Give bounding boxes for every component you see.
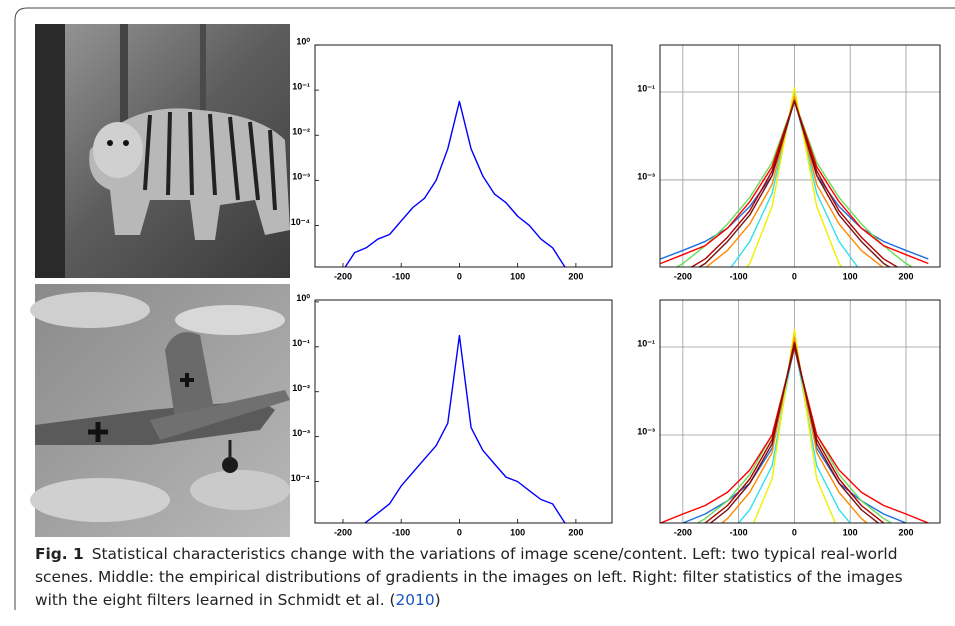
- axes-frame: [314, 44, 613, 268]
- x-tick-label: 100: [510, 527, 525, 537]
- y-tick-label: 10⁻¹: [292, 81, 310, 91]
- data-line: [709, 341, 880, 523]
- x-tick-label: 200: [898, 527, 913, 537]
- x-tick-label: 100: [843, 271, 858, 281]
- y-tick-label: 10⁻³: [292, 428, 310, 438]
- data-line: [703, 346, 886, 523]
- plot-area: [660, 328, 929, 523]
- tiger-image: [35, 24, 290, 278]
- x-tick-label: 100: [510, 271, 525, 281]
- y-tick-label: 10⁻²: [292, 383, 310, 393]
- chart: -200 -100 0 100 200 10⁰ 10⁻¹ 10⁻² 10⁻³ 10⁻⁴: [291, 293, 613, 537]
- x-tick-label: -200: [674, 527, 692, 537]
- x-tick-label: 200: [898, 271, 913, 281]
- citation-link[interactable]: 2010: [395, 591, 435, 609]
- y-tick-label: 10⁻²: [292, 127, 310, 137]
- plot-area: [660, 86, 929, 267]
- data-line: [752, 328, 837, 523]
- x-tick-label: 100: [843, 527, 858, 537]
- x-tick-label: -200: [674, 271, 692, 281]
- y-tick-label: 10⁻³: [292, 172, 310, 182]
- x-tick-label: -100: [730, 271, 748, 281]
- y-tick-label: 10⁰: [296, 36, 310, 46]
- caption-label: Fig. 1: [35, 545, 84, 563]
- axes-frame: [314, 299, 613, 524]
- x-tick-label: 0: [457, 271, 462, 281]
- airplane-image: [30, 284, 290, 537]
- x-tick-label: 0: [457, 527, 462, 537]
- data-line: [344, 100, 566, 267]
- figure-border: [14, 7, 955, 610]
- x-tick-label: -100: [392, 271, 410, 281]
- y-tick-label: 10⁻¹: [637, 338, 655, 348]
- x-tick-label: 0: [792, 271, 797, 281]
- x-tick-label: -100: [392, 527, 410, 537]
- chart: -200 -100 0 100 200 10⁻¹ 10⁻³: [637, 299, 941, 537]
- y-tick-label: 10⁻¹: [637, 83, 655, 93]
- x-tick-label: -100: [730, 527, 748, 537]
- plot-area: [363, 334, 566, 523]
- data-line: [697, 100, 891, 267]
- x-tick-label: 200: [568, 527, 583, 537]
- plot-area: [344, 100, 566, 267]
- y-tick-label: 10⁻³: [637, 426, 655, 436]
- figure-caption: Fig. 1 Statistical characteristics change…: [35, 543, 940, 612]
- y-tick-label: 10⁻⁴: [291, 217, 310, 227]
- y-tick-label: 10⁻⁴: [291, 473, 310, 483]
- data-line: [720, 337, 869, 523]
- chart: -200 -100 0 100 200 10⁰ 10⁻¹ 10⁻² 10⁻³ 10⁻⁴: [291, 36, 613, 281]
- y-tick-label: 10⁻¹: [292, 338, 310, 348]
- data-line: [363, 334, 566, 523]
- caption-text-end: ): [434, 591, 441, 609]
- x-tick-label: -200: [334, 271, 352, 281]
- y-tick-label: 10⁰: [296, 293, 310, 303]
- chart: -200 -100 0 100 200 10⁻¹ 10⁻³: [637, 44, 941, 281]
- axes-frame: [659, 44, 941, 268]
- data-line: [705, 95, 884, 267]
- axes-frame: [659, 299, 941, 524]
- data-line: [745, 86, 843, 267]
- x-tick-label: 0: [792, 527, 797, 537]
- caption-text: Statistical characteristics change with …: [35, 545, 903, 609]
- x-tick-label: 200: [568, 271, 583, 281]
- y-tick-label: 10⁻³: [637, 171, 655, 181]
- x-tick-label: -200: [334, 527, 352, 537]
